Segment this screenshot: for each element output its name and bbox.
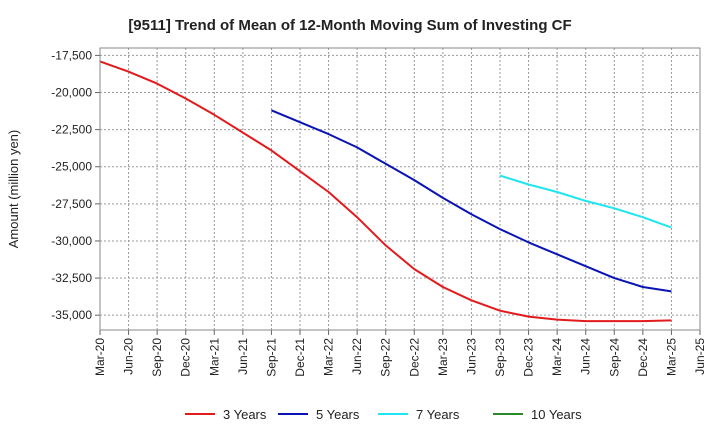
x-tick-label: Jun-23 — [464, 338, 478, 375]
x-tick-label: Sep-23 — [493, 338, 507, 377]
x-tick-label: Dec-22 — [407, 338, 421, 377]
gridlines — [99, 48, 701, 330]
chart-title: [9511] Trend of Mean of 12-Month Moving … — [128, 17, 571, 34]
y-tick-label: -30,000 — [51, 234, 92, 248]
y-tick-label: -17,500 — [51, 48, 92, 62]
x-tick-label: Sep-24 — [607, 338, 621, 377]
x-tick-label: Mar-20 — [93, 338, 107, 376]
x-tick-label: Jun-22 — [350, 338, 364, 375]
x-tick-label: Jun-25 — [693, 338, 707, 375]
series-line-7-years — [499, 174, 672, 229]
x-tick-label: Mar-21 — [207, 338, 221, 376]
x-tick-label: Sep-21 — [264, 338, 278, 377]
legend: 3 Years 5 Years 7 Years 10 Years — [185, 407, 582, 422]
x-tick-label: Mar-22 — [322, 338, 336, 376]
y-axis-ticks: -17,500 -20,000 -22,500 -25,000 -27,500 -30,0… — [51, 48, 100, 322]
y-tick-label: -35,000 — [51, 308, 92, 322]
y-tick-label: -27,500 — [51, 197, 92, 211]
x-axis-ticks: Mar-20 Jun-20 Sep-20 Dec-20 Mar-21 Jun-21 Sep-… — [93, 330, 707, 377]
series-lines — [99, 60, 672, 323]
x-tick-label: Sep-20 — [150, 338, 164, 377]
x-tick-label: Mar-24 — [550, 338, 564, 376]
series-line-3-years — [99, 60, 672, 323]
series-line-5-years — [271, 109, 672, 293]
x-tick-label: Jun-24 — [579, 338, 593, 375]
x-tick-label: Mar-25 — [664, 338, 678, 376]
legend-label-5-years: 5 Years — [316, 407, 360, 422]
x-tick-label: Sep-22 — [379, 338, 393, 377]
y-tick-label: -20,000 — [51, 86, 92, 100]
plot-area-frame — [99, 47, 701, 331]
x-tick-label: Dec-20 — [179, 338, 193, 377]
x-tick-label: Jun-21 — [236, 338, 250, 375]
legend-label-3-years: 3 Years — [223, 407, 267, 422]
y-axis-label: Amount (million yen) — [6, 130, 21, 249]
y-tick-label: -22,500 — [51, 123, 92, 137]
legend-label-10-years: 10 Years — [531, 407, 582, 422]
y-tick-label: -25,000 — [51, 160, 92, 174]
legend-label-7-years: 7 Years — [416, 407, 460, 422]
y-tick-label: -32,500 — [51, 271, 92, 285]
x-tick-label: Mar-23 — [436, 338, 450, 376]
x-tick-label: Dec-24 — [636, 338, 650, 377]
x-tick-label: Jun-20 — [122, 338, 136, 375]
x-tick-label: Dec-23 — [522, 338, 536, 377]
x-tick-label: Dec-21 — [293, 338, 307, 377]
